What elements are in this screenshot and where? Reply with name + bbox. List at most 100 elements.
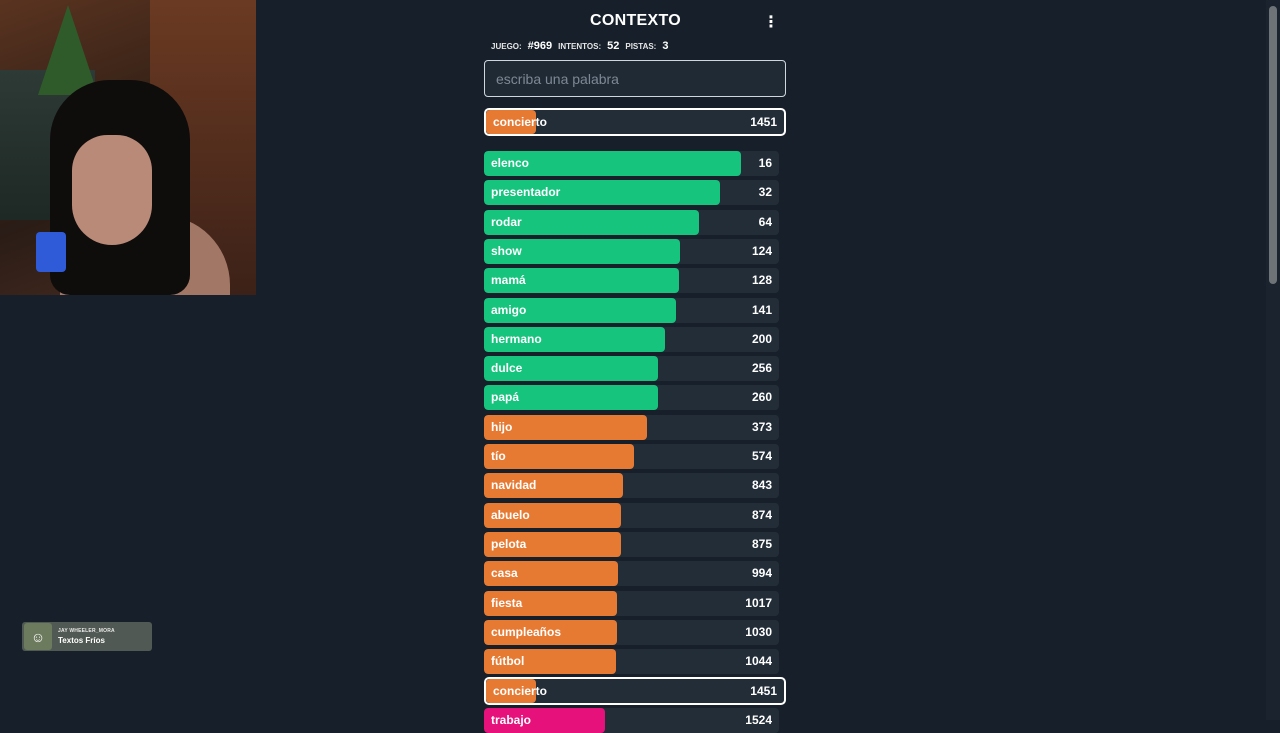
guess-bar [484,151,741,176]
header: CONTEXTO ⋮ [484,0,787,40]
webcam-overlay [0,0,256,295]
last-guess-bar [486,110,536,134]
guess-row: show 124 [484,238,779,264]
guess-word: papá [491,390,520,405]
guess-rank: 574 [751,449,772,463]
guess-word: pelota [491,536,527,551]
scrollbar-thumb[interactable] [1269,6,1277,284]
guess-row: hermano 200 [484,326,779,352]
guess-bar [484,385,658,411]
game-number-value: #969 [527,40,553,52]
guess-row: elenco 16 [484,151,779,176]
guess-bar [484,531,621,557]
guess-rank: 260 [751,390,772,405]
guess-bar [484,502,621,528]
more-menu-icon[interactable]: ⋮ [763,14,779,31]
guess-word: elenco [491,156,530,170]
guess-word: presentador [491,185,561,200]
guess-bar [484,209,699,235]
attempts-value: 52 [607,40,620,52]
guess-rank: 128 [751,273,772,288]
webcam-christmas-tree [38,5,98,95]
last-guess-row: concierto 1451 [484,108,786,136]
guess-row: fútbol 1044 [484,649,779,675]
guess-rank: 1451 [750,683,777,698]
guess-rank: 1017 [745,595,772,610]
guess-word: fiesta [491,595,523,610]
guess-word: hijo [491,419,513,434]
guess-rank: 994 [751,566,772,581]
guess-word: show [491,243,522,258]
guess-bar [486,678,536,703]
contexto-game: CONTEXTO ⋮ JUEGO: #969 INTENTOS: 52 PIST… [484,0,787,733]
guess-rank: 874 [751,507,772,522]
guess-row: concierto 1451 [484,676,786,705]
guess-rank: 1524 [745,712,772,727]
guess-rank: 256 [751,361,772,376]
guess-row: amigo 141 [484,297,779,323]
guess-word: amigo [491,302,527,317]
guess-word: concierto [493,683,548,698]
guess-word: hermano [491,331,542,346]
guess-row: tío 574 [484,444,779,469]
game-stats: JUEGO: #969 INTENTOS: 52 PISTAS: 3 [491,40,668,52]
guess-rank: 200 [751,331,772,346]
guess-bar [484,590,617,616]
guess-rank: 1030 [745,624,772,639]
guess-bar [484,326,665,352]
guess-row: presentador 32 [484,180,779,206]
guess-row: navidad 843 [484,473,779,499]
guess-row: abuelo 874 [484,502,779,528]
word-input[interactable] [484,60,786,97]
guess-word: fútbol [491,654,525,669]
last-guess-rank: 1451 [750,115,777,129]
game-number-label: JUEGO: [491,42,522,51]
guess-row: rodar 64 [484,209,779,235]
guess-bar [484,238,680,264]
guess-row: casa 994 [484,561,779,587]
guess-word: trabajo [491,712,532,727]
guess-row: cumpleaños 1030 [484,619,779,645]
avatar: ☺ [24,623,52,650]
guess-word: mamá [491,273,526,288]
guess-rank: 1044 [745,654,772,669]
webcam-blue-object [36,232,66,272]
guess-rank: 16 [758,156,772,170]
guess-word: casa [491,566,518,581]
guess-word: rodar [491,214,522,229]
guess-bar [484,619,617,645]
guess-row: papá 260 [484,385,779,411]
alert-username: JAY WHEELER_MORA [58,627,115,634]
guess-row: mamá 128 [484,268,779,294]
guess-bar [484,444,634,469]
guess-rank: 64 [758,214,772,229]
guess-rank: 141 [751,302,772,317]
guess-rank: 875 [751,536,772,551]
guess-word: dulce [491,361,523,376]
hints-value: 3 [662,40,669,52]
alert-message: Textos Fríos [58,635,105,645]
guess-word: tío [491,449,506,463]
guess-rank: 373 [751,419,772,434]
page-scrollbar[interactable] [1266,0,1280,720]
guess-word: abuelo [491,507,530,522]
guess-rank: 124 [751,243,772,258]
guess-rank: 32 [758,185,772,200]
guess-row: pelota 875 [484,531,779,557]
guess-bar [484,297,676,323]
guess-bar [484,356,658,382]
guess-row: hijo 373 [484,414,779,440]
stream-alert-badge: ☺ JAY WHEELER_MORA Textos Fríos [22,622,152,651]
guess-bar [484,268,679,294]
page-title: CONTEXTO [589,12,681,29]
guess-bar [484,180,720,206]
guess-bar [484,561,618,587]
guess-word: cumpleaños [491,624,562,639]
last-guess-word: concierto [493,115,548,129]
guess-bar [484,649,616,675]
guess-word: navidad [491,478,537,493]
guess-row: dulce 256 [484,356,779,382]
webcam-person-face [72,135,152,245]
hints-label: PISTAS: [625,42,657,51]
guess-rank: 843 [751,478,772,493]
